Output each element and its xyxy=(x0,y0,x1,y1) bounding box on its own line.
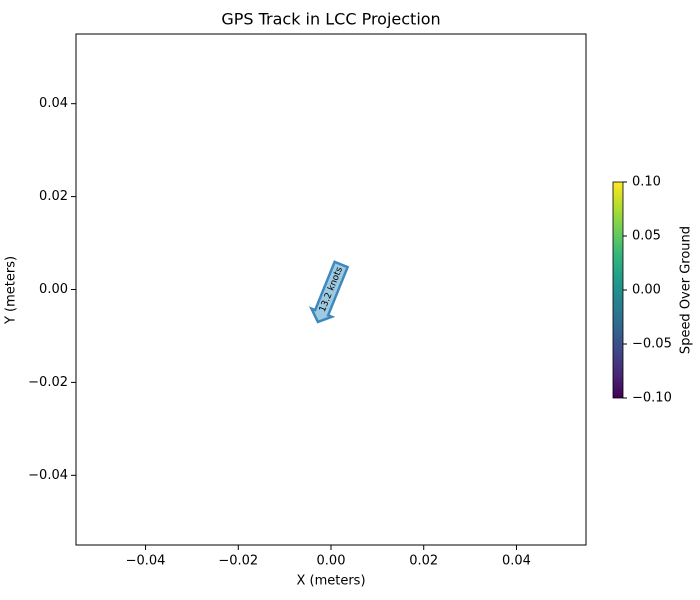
y-tick-label: −0.02 xyxy=(28,375,68,390)
x-tick-label: −0.04 xyxy=(126,554,166,569)
x-axis-label: X (meters) xyxy=(296,574,365,589)
y-tick-label: −0.04 xyxy=(28,468,68,483)
y-tick-label: 0.04 xyxy=(39,96,68,111)
annotation-arrow-box xyxy=(308,260,350,324)
colorbar-tick-label: 0.10 xyxy=(632,175,661,190)
colorbar-label: Speed Over Ground xyxy=(679,226,694,354)
x-tick-label: 0.04 xyxy=(502,554,531,569)
x-tick-label: 0.00 xyxy=(317,554,346,569)
x-tick-label: −0.02 xyxy=(218,554,258,569)
x-tick-label: 0.02 xyxy=(409,554,438,569)
colorbar xyxy=(612,181,624,399)
y-tick-label: 0.02 xyxy=(39,189,68,204)
speed-annotation: 13.2 knots xyxy=(308,260,350,324)
y-tick-label: 0.00 xyxy=(39,282,68,297)
colorbar-tick-label: 0.00 xyxy=(632,283,661,298)
colorbar-tick-label: 0.05 xyxy=(632,229,661,244)
chart-title: GPS Track in LCC Projection xyxy=(221,10,440,29)
y-axis-label: Y (meters) xyxy=(4,256,19,325)
colorbar-tick-label: −0.10 xyxy=(632,391,672,406)
colorbar-tick-label: −0.05 xyxy=(632,337,672,352)
